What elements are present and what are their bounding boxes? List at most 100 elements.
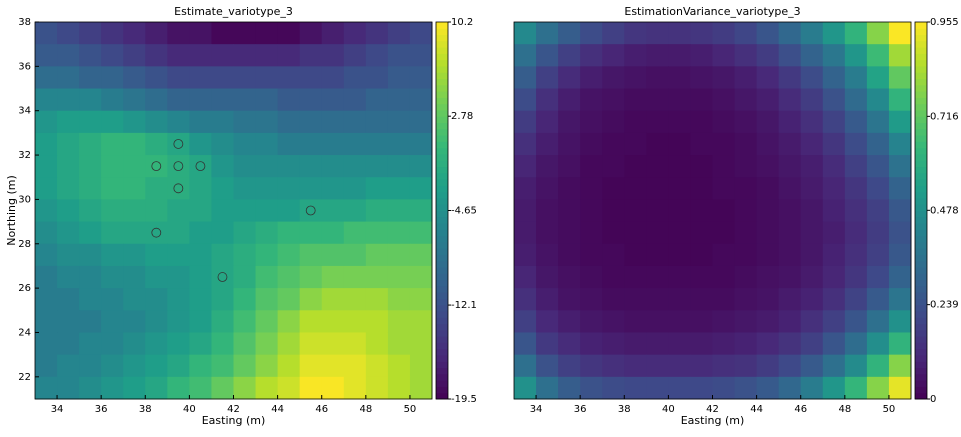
cell — [145, 44, 168, 67]
cell — [778, 265, 802, 289]
cell — [123, 177, 146, 200]
cell — [35, 44, 58, 67]
cell — [690, 310, 713, 333]
cell — [580, 44, 603, 67]
cell — [409, 332, 433, 356]
cell — [79, 265, 102, 289]
cell — [365, 22, 389, 45]
y-tick-label: 26 — [18, 283, 31, 294]
colorbar-band — [915, 47, 927, 54]
cell — [255, 376, 279, 400]
colorbar-band — [436, 273, 448, 281]
cell — [233, 243, 257, 267]
cell — [646, 265, 669, 289]
cell — [101, 177, 124, 200]
y-tick-label: 38 — [18, 17, 31, 28]
cell — [646, 44, 669, 67]
cell — [712, 177, 736, 200]
colorbar-band — [436, 153, 448, 161]
cell — [35, 376, 58, 400]
cell — [321, 132, 345, 156]
cell — [277, 88, 301, 112]
cell — [536, 22, 559, 45]
cell — [800, 199, 824, 223]
cell — [558, 310, 581, 333]
cell — [888, 376, 912, 400]
colorbar-band — [915, 317, 927, 325]
cell — [35, 132, 58, 156]
colorbar-band — [915, 311, 927, 318]
colorbar-band — [915, 91, 927, 98]
cell — [145, 22, 168, 45]
cell — [299, 332, 323, 356]
cell — [536, 354, 559, 378]
cell — [646, 22, 669, 45]
cell — [822, 177, 846, 200]
cell — [57, 265, 80, 289]
colorbar-band — [915, 248, 927, 255]
cell — [343, 354, 367, 378]
cell — [734, 332, 758, 356]
colorbar-band — [436, 279, 448, 287]
cell — [35, 110, 58, 134]
cell — [646, 66, 669, 90]
cell — [690, 354, 713, 378]
cell — [822, 221, 846, 245]
cell — [299, 44, 323, 67]
sample-point — [151, 227, 162, 238]
cell — [646, 199, 669, 223]
colorbar-band — [436, 248, 448, 255]
colorbar-band — [436, 336, 448, 343]
cell — [536, 288, 559, 311]
cell — [888, 310, 912, 333]
cell — [321, 110, 345, 134]
chart-title: EstimationVariance_variotype_3 — [624, 5, 800, 18]
cell — [321, 221, 345, 245]
cell — [123, 310, 146, 333]
cell — [35, 243, 58, 267]
cell — [844, 332, 868, 356]
colorbar-band — [436, 260, 448, 268]
cell — [536, 221, 559, 245]
cell — [365, 288, 389, 311]
cell — [101, 332, 124, 356]
colorbar-tick-label: -12.1 — [451, 300, 477, 311]
cell — [690, 44, 713, 67]
x-tick-label: 34 — [530, 404, 543, 415]
cell — [167, 310, 190, 333]
cell — [409, 265, 433, 289]
cell — [690, 265, 713, 289]
colorbar-band — [915, 22, 927, 29]
cell — [167, 177, 190, 200]
cell — [580, 265, 603, 289]
x-tick-label: 44 — [271, 404, 284, 415]
colorbar-band — [915, 273, 927, 281]
colorbar-tick-label: 0.478 — [930, 205, 959, 216]
cell — [712, 22, 736, 45]
cell — [624, 66, 647, 90]
sample-point — [151, 161, 162, 172]
cell — [668, 288, 691, 311]
cell — [668, 221, 691, 245]
cell — [646, 177, 669, 200]
cell — [101, 22, 124, 45]
colorbar-band — [915, 34, 927, 42]
colorbar-band — [436, 78, 448, 86]
x-tick-label: 34 — [51, 404, 64, 415]
cell — [277, 199, 301, 223]
cell — [602, 88, 625, 112]
colorbar-band — [436, 103, 448, 111]
cell — [409, 88, 433, 112]
cell — [233, 354, 257, 378]
cell — [409, 177, 433, 200]
colorbar-band — [915, 380, 927, 387]
cell — [167, 155, 190, 178]
cell — [57, 66, 80, 90]
cell — [299, 132, 323, 156]
cell — [365, 243, 389, 267]
cell — [211, 243, 234, 267]
colorbar-band — [915, 172, 927, 180]
cell — [888, 155, 912, 178]
cell — [277, 132, 301, 156]
